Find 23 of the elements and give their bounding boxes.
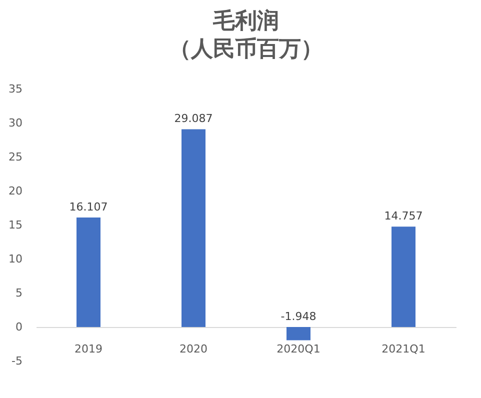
bar bbox=[392, 226, 416, 327]
chart-title: 毛利润 bbox=[212, 8, 279, 34]
y-tick-label: 15 bbox=[8, 218, 22, 232]
y-tick-label: 5 bbox=[16, 286, 22, 300]
x-tick-label: 2020Q1 bbox=[276, 342, 320, 356]
bar bbox=[286, 327, 310, 340]
x-tick-label: 2020 bbox=[180, 342, 208, 356]
data-label: 14.757 bbox=[384, 210, 423, 223]
chart-subtitle: （人民币百万） bbox=[169, 37, 323, 62]
x-tick-label: 2019 bbox=[74, 342, 102, 356]
x-tick-label: 2021Q1 bbox=[382, 342, 426, 356]
y-tick-label: 0 bbox=[16, 320, 22, 334]
y-tick-label: 10 bbox=[8, 252, 22, 266]
y-tick-label: 20 bbox=[8, 184, 22, 198]
data-label: 29.087 bbox=[174, 112, 213, 126]
y-tick-label: 25 bbox=[8, 150, 22, 164]
y-tick-label: 30 bbox=[8, 116, 22, 130]
data-label: 16.107 bbox=[69, 200, 108, 214]
bar bbox=[76, 217, 100, 327]
y-tick-label: 35 bbox=[8, 82, 22, 96]
bar bbox=[182, 129, 206, 327]
data-label: -1.948 bbox=[280, 310, 316, 323]
y-tick-label: -5 bbox=[12, 354, 22, 368]
